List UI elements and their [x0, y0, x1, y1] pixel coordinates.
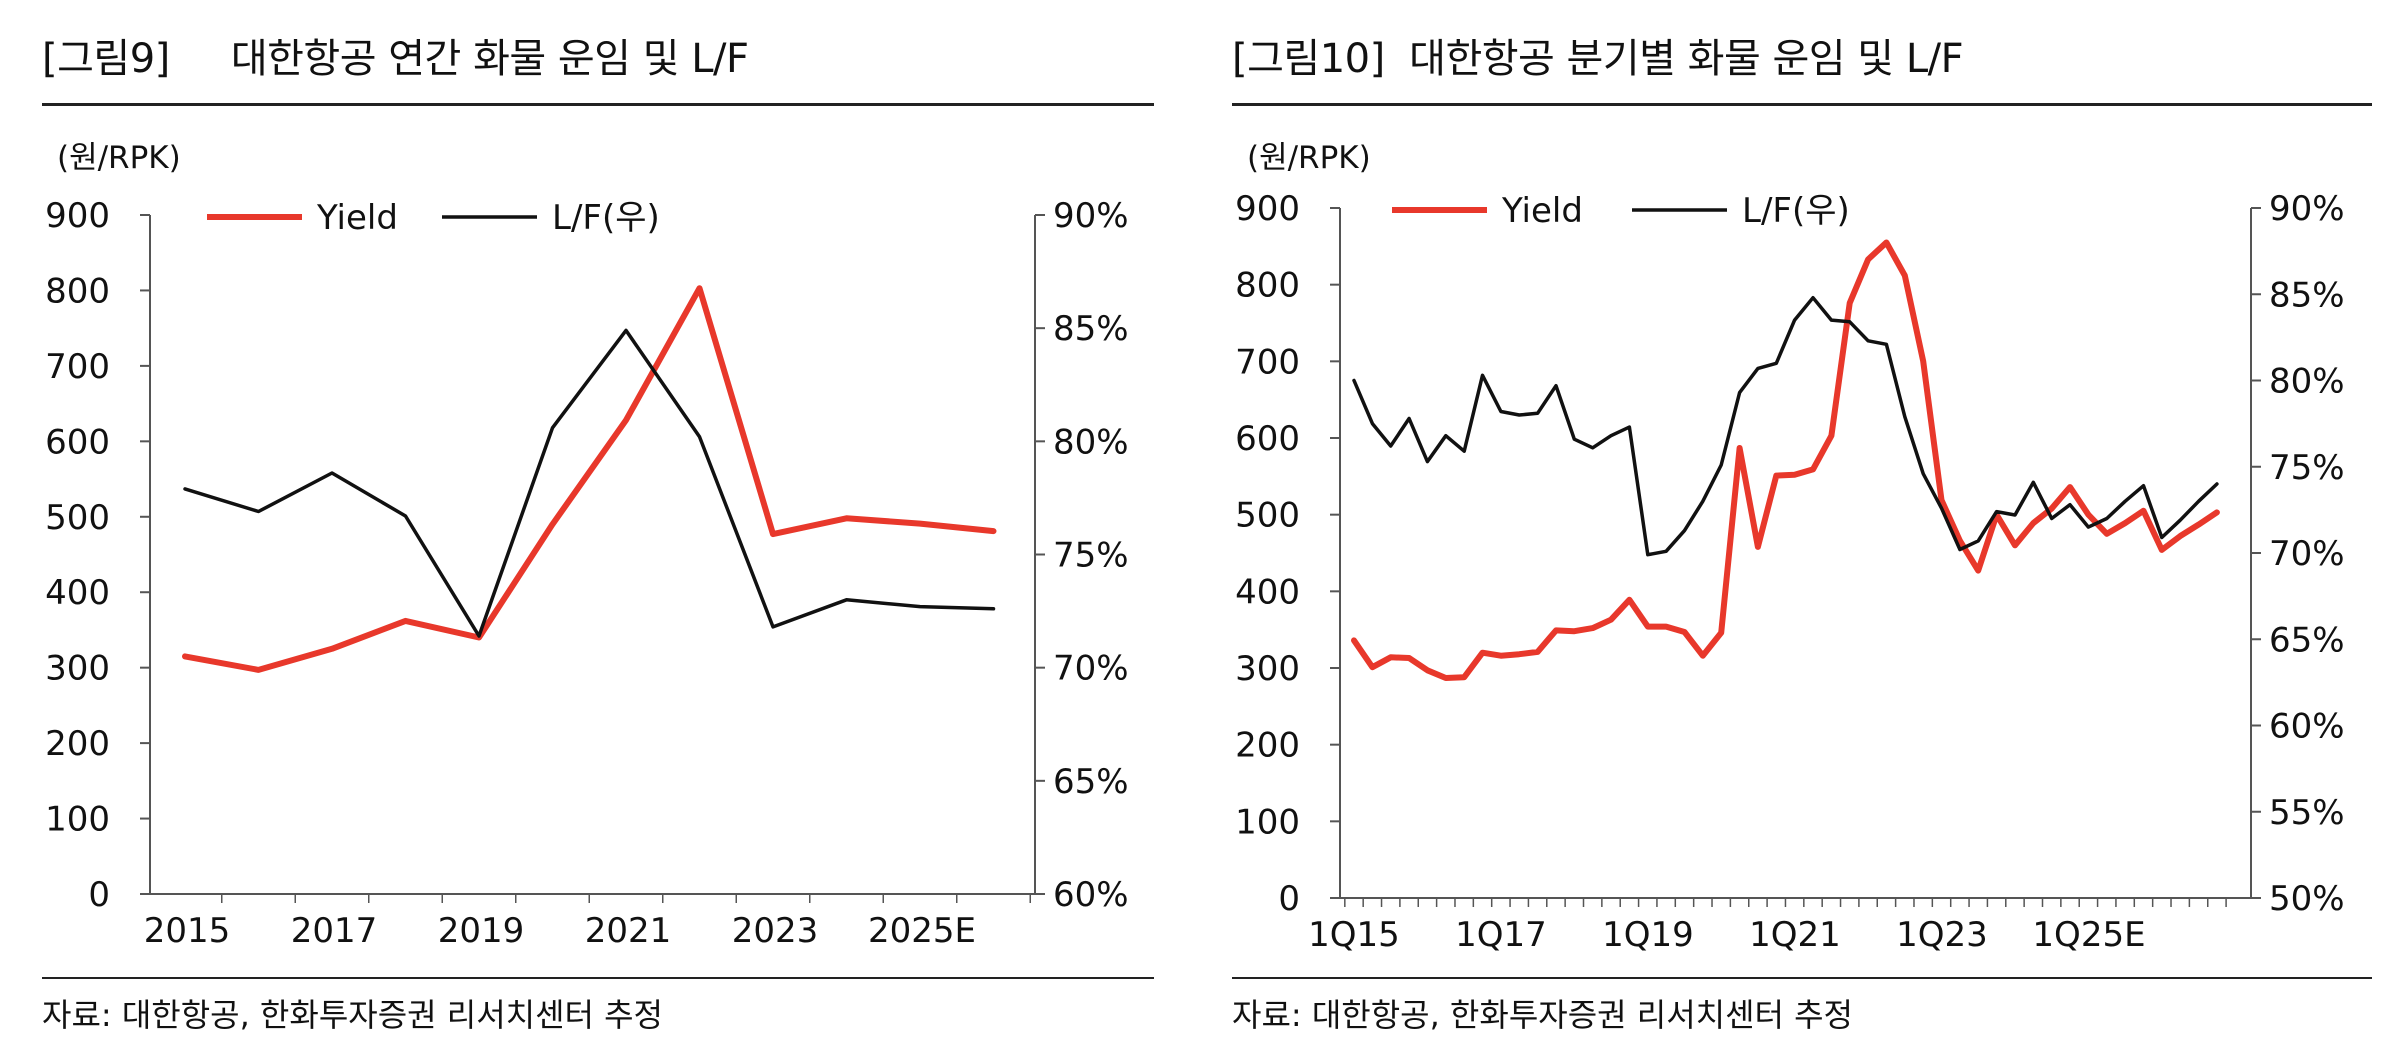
figure-panel-annual: [그림9] 대한항공 연간 화물 운임 및 L/F (원/RPK) 900 800 7…	[42, 0, 1154, 1056]
x-tick-label: 2019	[438, 911, 525, 951]
left-y-tick-label: 700	[45, 347, 110, 387]
left-y-tick-label: 600	[45, 422, 110, 462]
title-divider	[1232, 103, 2372, 106]
legend-lf-label: L/F(우)	[1742, 191, 1850, 231]
left-y-tick-label: 100	[1235, 802, 1300, 842]
source-note: 자료: 대한항공, 한화투자증권 리서치센터 추정	[42, 996, 664, 1034]
right-y-tick-label: 50%	[2269, 879, 2345, 919]
right-y-tick-label: 80%	[2269, 362, 2345, 402]
left-y-tick-label: 400	[45, 573, 110, 613]
left-y-tick-label: 0	[1278, 879, 1300, 919]
right-y-tick-label: 60%	[2269, 707, 2345, 747]
footer-divider	[42, 977, 1154, 979]
right-y-tick-label: 55%	[2269, 793, 2345, 833]
x-tick-label: 1Q23	[1896, 915, 1988, 955]
legend-yield-label: Yield	[316, 198, 398, 238]
title-divider	[42, 103, 1154, 106]
left-y-tick-label: 800	[1235, 266, 1300, 306]
left-y-tick-label: 100	[45, 800, 110, 840]
legend-lf-label: L/F(우)	[552, 198, 660, 238]
figure-title: [그림9] 대한항공 연간 화물 운임 및 L/F	[42, 36, 749, 82]
x-tick-label: 1Q25E	[2032, 915, 2145, 955]
x-tick-label: 2023	[732, 911, 819, 951]
left-y-tick-label: 0	[88, 875, 110, 915]
quarterly-yield-lf-chart: (원/RPK) 900 800 700 600 500 400 300 200 100 0 90% 85…	[1235, 140, 2345, 955]
left-y-tick-label: 300	[1235, 649, 1300, 689]
yield-series-line	[1351, 239, 2220, 681]
x-tick-label: 2025E	[868, 911, 976, 951]
left-y-tick-label: 300	[45, 649, 110, 689]
x-tick-label: 1Q17	[1455, 915, 1547, 955]
x-tick-label: 1Q15	[1308, 915, 1400, 955]
right-y-tick-label: 70%	[2269, 534, 2345, 574]
left-y-tick-label: 400	[1235, 572, 1300, 612]
right-y-tick-label: 85%	[2269, 275, 2345, 315]
right-y-tick-label: 75%	[1053, 536, 1129, 576]
right-y-tick-label: 75%	[2269, 448, 2345, 488]
figure-title: [그림10] 대한항공 분기별 화물 운임 및 L/F	[1232, 36, 1964, 82]
load-factor-series-line	[183, 328, 996, 638]
source-note: 자료: 대한항공, 한화투자증권 리서치센터 추정	[1232, 996, 1854, 1034]
left-y-tick-label: 500	[1235, 496, 1300, 536]
figure-panel-quarterly: [그림10] 대한항공 분기별 화물 운임 및 L/F (원/RPK) 900 80…	[1232, 0, 2372, 1056]
x-tick-label: 1Q21	[1749, 915, 1841, 955]
y-axis-unit-label: (원/RPK)	[57, 140, 181, 176]
right-y-tick-label: 85%	[1053, 309, 1129, 349]
right-y-tick-label: 80%	[1053, 422, 1129, 462]
right-y-tick-label: 60%	[1053, 875, 1129, 915]
load-factor-series-line	[1352, 295, 2219, 557]
right-y-tick-label: 65%	[2269, 620, 2345, 660]
left-y-tick-label: 700	[1235, 342, 1300, 382]
right-y-tick-label: 90%	[1053, 196, 1129, 236]
left-y-tick-label: 900	[45, 196, 110, 236]
left-y-tick-label: 600	[1235, 419, 1300, 459]
left-y-tick-label: 800	[45, 271, 110, 311]
right-y-tick-label: 70%	[1053, 649, 1129, 689]
x-tick-label: 2021	[585, 911, 672, 951]
right-y-tick-label: 65%	[1053, 762, 1129, 802]
yield-series-line	[182, 285, 997, 673]
left-y-tick-label: 900	[1235, 189, 1300, 229]
left-y-tick-label: 200	[1235, 726, 1300, 766]
right-y-tick-label: 90%	[2269, 189, 2345, 229]
y-axis-unit-label: (원/RPK)	[1247, 140, 1371, 176]
footer-divider	[1232, 977, 2372, 979]
x-tick-label: 2017	[291, 911, 378, 951]
left-y-tick-label: 500	[45, 498, 110, 538]
x-tick-label: 1Q19	[1602, 915, 1694, 955]
annual-yield-lf-chart: (원/RPK) 900 800 700 600 500 400 300 200 100 0 90% 85…	[45, 140, 1129, 951]
left-y-tick-label: 200	[45, 724, 110, 764]
legend-yield-label: Yield	[1501, 191, 1583, 231]
x-tick-label: 2015	[144, 911, 231, 951]
